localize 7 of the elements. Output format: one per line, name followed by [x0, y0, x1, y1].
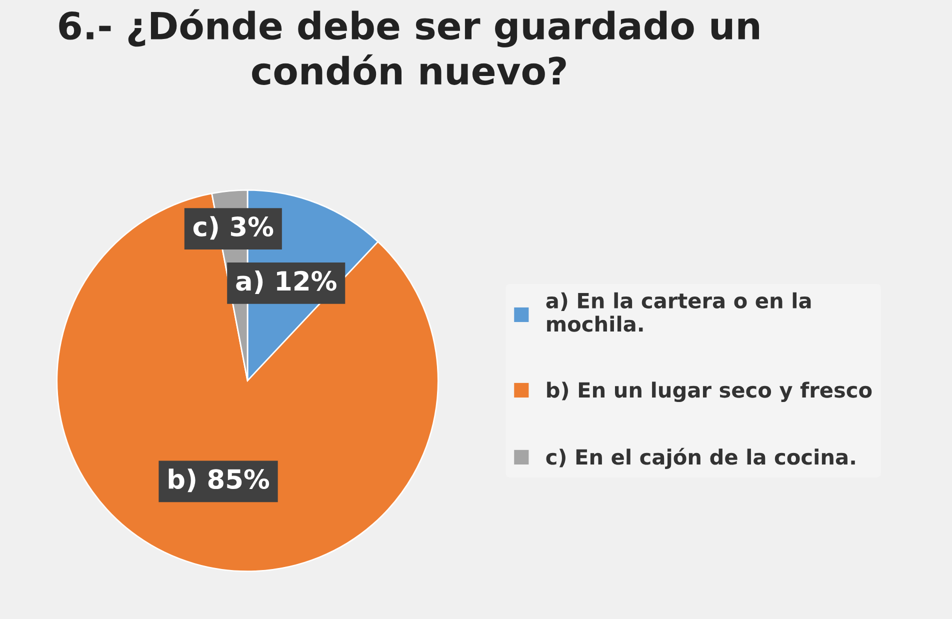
legend-label: c) En el cajón de la cocina. [546, 448, 855, 470]
legend-label: b) En un lugar seco y fresco [547, 382, 872, 402]
data-label: c) 3% [193, 216, 274, 240]
data-label: b) 85% [168, 468, 270, 492]
legend-label: a) En la cartera o en la mochila. [546, 292, 811, 332]
chart-title: 6.- ¿Dónde debe ser guardado un condón nuevo? [59, 9, 759, 85]
data-label: a) 12% [236, 270, 336, 294]
